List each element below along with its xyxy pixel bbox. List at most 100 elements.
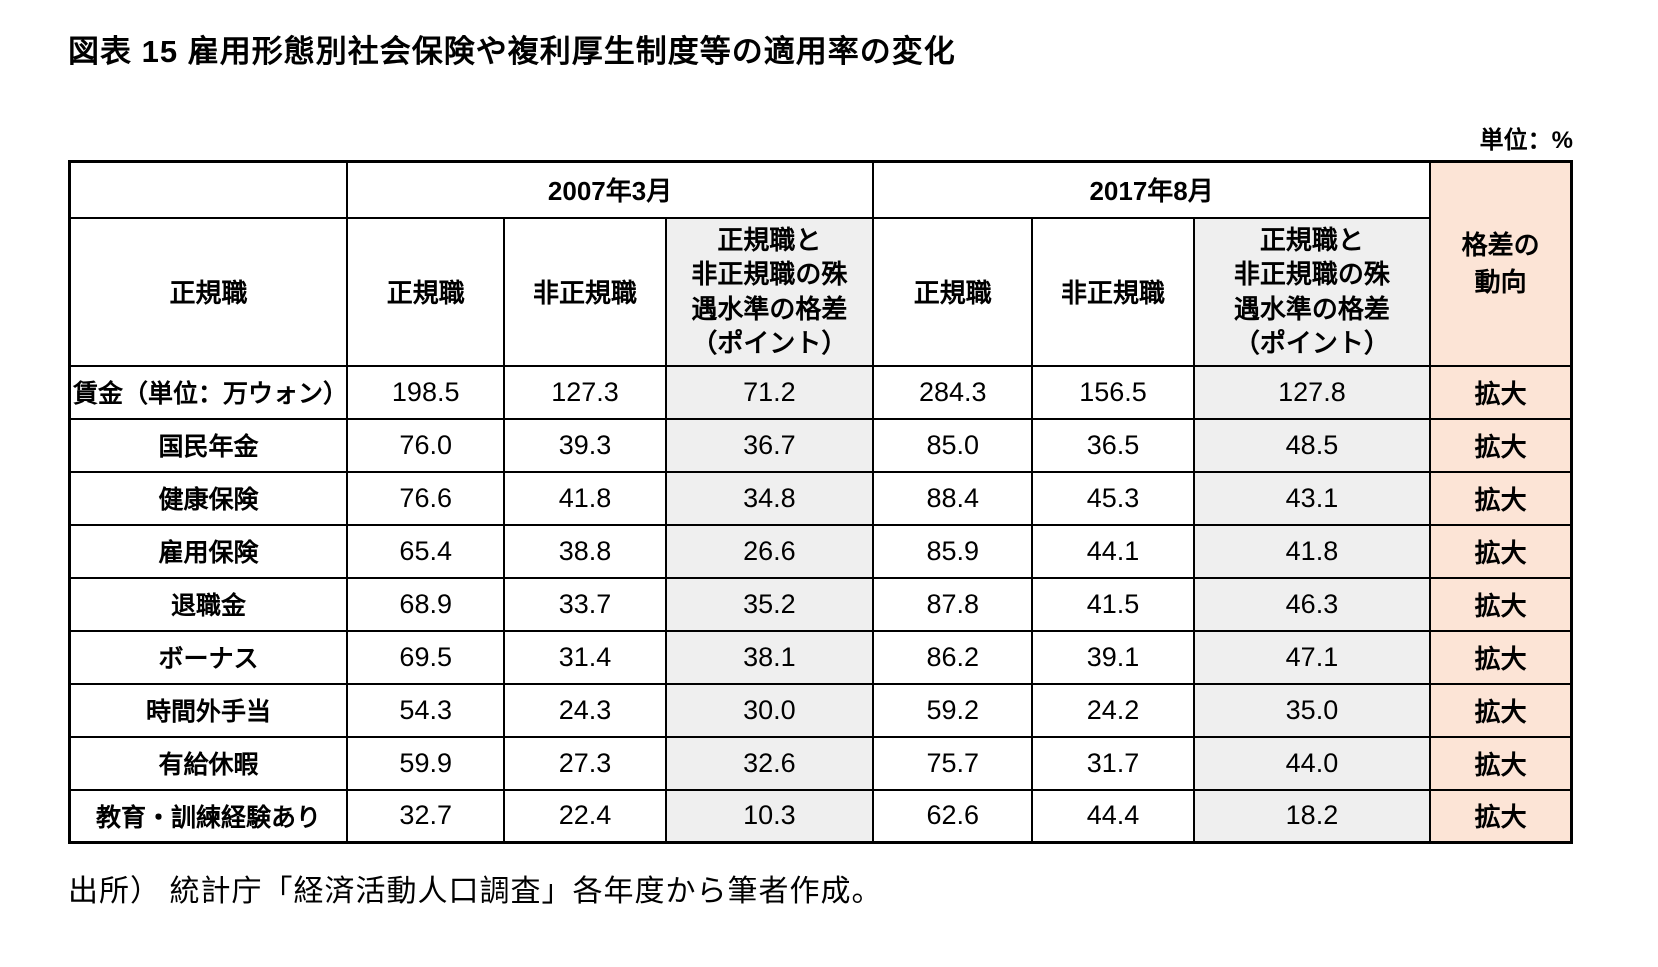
table-row: 教育・訓練経験あり 32.7 22.4 10.3 62.6 44.4 18.2 … [68, 788, 1573, 844]
table-header: 2007年3月 2017年8月 格差の 動向 正規職 正規職 非正規職 正規職と… [68, 160, 1573, 367]
cell-2017-nonregular: 44.4 [1031, 788, 1195, 844]
cell-2007-regular: 32.7 [346, 788, 506, 844]
cell-2017-gap: 43.1 [1192, 470, 1432, 526]
trend-column-header: 格差の 動向 [1429, 160, 1573, 367]
cell-2007-gap: 36.7 [664, 417, 875, 473]
year-header-row: 2007年3月 2017年8月 格差の 動向 [68, 160, 1573, 367]
table-row: 退職金 68.9 33.7 35.2 87.8 41.5 46.3 拡大 [68, 576, 1573, 632]
cell-2007-regular: 65.4 [346, 523, 506, 579]
cell-2017-nonregular: 44.1 [1031, 523, 1195, 579]
cell-2017-gap: 18.2 [1192, 788, 1432, 844]
cell-2007-gap: 71.2 [664, 364, 875, 420]
year-header-2017: 2017年8月 [872, 160, 1432, 219]
table-row: 健康保険 76.6 41.8 34.8 88.4 45.3 43.1 拡大 [68, 470, 1573, 526]
header-2007-nonregular: 非正規職 [503, 216, 667, 367]
cell-2017-regular: 87.8 [872, 576, 1034, 632]
cell-2017-nonregular: 31.7 [1031, 735, 1195, 791]
cell-trend: 拡大 [1429, 576, 1573, 632]
cell-2017-regular: 85.9 [872, 523, 1034, 579]
cell-2007-gap: 10.3 [664, 788, 875, 844]
cell-2007-gap: 35.2 [664, 576, 875, 632]
cell-2017-gap: 48.5 [1192, 417, 1432, 473]
cell-2017-regular: 284.3 [872, 364, 1034, 420]
cell-2007-gap: 38.1 [664, 629, 875, 685]
row-label: 雇用保険 [68, 523, 349, 579]
year-header-2007: 2007年3月 [346, 160, 875, 219]
header-2017-regular: 正規職 [872, 216, 1034, 367]
figure-title: 図表 15 雇用形態別社会保険や複利厚生制度等の適用率の変化 [68, 34, 956, 69]
cell-2017-regular: 62.6 [872, 788, 1034, 844]
row-label: 国民年金 [68, 417, 349, 473]
cell-2017-nonregular: 45.3 [1031, 470, 1195, 526]
table-body: 賃金（単位：万ウォン） 198.5 127.3 71.2 284.3 156.5… [68, 364, 1573, 844]
header-2017-gap: 正規職と 非正規職の殊 遇水準の格差 （ポイント） [1192, 216, 1432, 367]
table-row: 賃金（単位：万ウォン） 198.5 127.3 71.2 284.3 156.5… [68, 364, 1573, 420]
cell-2017-nonregular: 39.1 [1031, 629, 1195, 685]
cell-2007-nonregular: 27.3 [503, 735, 667, 791]
cell-2007-regular: 68.9 [346, 576, 506, 632]
cell-2007-regular: 69.5 [346, 629, 506, 685]
cell-2007-gap: 32.6 [664, 735, 875, 791]
cell-2007-nonregular: 31.4 [503, 629, 667, 685]
cell-trend: 拡大 [1429, 364, 1573, 420]
cell-trend: 拡大 [1429, 629, 1573, 685]
source-note: 出所） 統計庁「経済活動人口調査」各年度から筆者作成。 [68, 875, 883, 908]
cell-2007-nonregular: 33.7 [503, 576, 667, 632]
row-label: 時間外手当 [68, 682, 349, 738]
cell-trend: 拡大 [1429, 470, 1573, 526]
cell-2017-regular: 75.7 [872, 735, 1034, 791]
corner-empty-cell [68, 160, 349, 219]
cell-trend: 拡大 [1429, 735, 1573, 791]
cell-2007-nonregular: 41.8 [503, 470, 667, 526]
cell-2017-regular: 59.2 [872, 682, 1034, 738]
cell-trend: 拡大 [1429, 788, 1573, 844]
cell-2007-regular: 54.3 [346, 682, 506, 738]
cell-2007-regular: 59.9 [346, 735, 506, 791]
cell-2017-gap: 127.8 [1192, 364, 1432, 420]
table-row: 国民年金 76.0 39.3 36.7 85.0 36.5 48.5 拡大 [68, 417, 1573, 473]
cell-2007-gap: 26.6 [664, 523, 875, 579]
table-row: 有給休暇 59.9 27.3 32.6 75.7 31.7 44.0 拡大 [68, 735, 1573, 791]
row-label: ボーナス [68, 629, 349, 685]
row-label: 賃金（単位：万ウォン） [68, 364, 349, 420]
cell-trend: 拡大 [1429, 523, 1573, 579]
cell-2007-regular: 76.6 [346, 470, 506, 526]
unit-label: 単位：% [1479, 127, 1573, 154]
cell-2007-nonregular: 24.3 [503, 682, 667, 738]
cell-2017-nonregular: 36.5 [1031, 417, 1195, 473]
cell-2007-nonregular: 39.3 [503, 417, 667, 473]
sub-header-row: 正規職 正規職 非正規職 正規職と 非正規職の殊 遇水準の格差 （ポイント） 正… [68, 216, 1572, 367]
table-row: 雇用保険 65.4 38.8 26.6 85.9 44.1 41.8 拡大 [68, 523, 1573, 579]
header-2007-regular: 正規職 [346, 216, 506, 367]
row-label: 教育・訓練経験あり [68, 788, 349, 844]
row-label: 退職金 [68, 576, 349, 632]
cell-2017-gap: 47.1 [1192, 629, 1432, 685]
cell-2017-regular: 86.2 [872, 629, 1034, 685]
cell-2017-regular: 85.0 [872, 417, 1034, 473]
table-row: 時間外手当 54.3 24.3 30.0 59.2 24.2 35.0 拡大 [68, 682, 1573, 738]
cell-2007-gap: 30.0 [664, 682, 875, 738]
cell-2007-regular: 76.0 [346, 417, 506, 473]
row-label-column-header: 正規職 [68, 216, 349, 367]
cell-2007-gap: 34.8 [664, 470, 875, 526]
cell-2007-nonregular: 22.4 [503, 788, 667, 844]
cell-2017-nonregular: 156.5 [1031, 364, 1195, 420]
cell-2017-gap: 44.0 [1192, 735, 1432, 791]
table-row: ボーナス 69.5 31.4 38.1 86.2 39.1 47.1 拡大 [68, 629, 1573, 685]
row-label: 健康保険 [68, 470, 349, 526]
cell-2017-regular: 88.4 [872, 470, 1034, 526]
cell-2007-regular: 198.5 [346, 364, 506, 420]
rates-table: 2007年3月 2017年8月 格差の 動向 正規職 正規職 非正規職 正規職と… [68, 160, 1573, 844]
header-2007-gap: 正規職と 非正規職の殊 遇水準の格差 （ポイント） [664, 216, 875, 367]
cell-trend: 拡大 [1429, 682, 1573, 738]
cell-2007-nonregular: 38.8 [503, 523, 667, 579]
cell-2007-nonregular: 127.3 [503, 364, 667, 420]
cell-trend: 拡大 [1429, 417, 1573, 473]
cell-2017-gap: 35.0 [1192, 682, 1432, 738]
header-2017-nonregular: 非正規職 [1031, 216, 1195, 367]
cell-2017-nonregular: 24.2 [1031, 682, 1195, 738]
row-label: 有給休暇 [68, 735, 349, 791]
cell-2017-nonregular: 41.5 [1031, 576, 1195, 632]
cell-2017-gap: 41.8 [1192, 523, 1432, 579]
